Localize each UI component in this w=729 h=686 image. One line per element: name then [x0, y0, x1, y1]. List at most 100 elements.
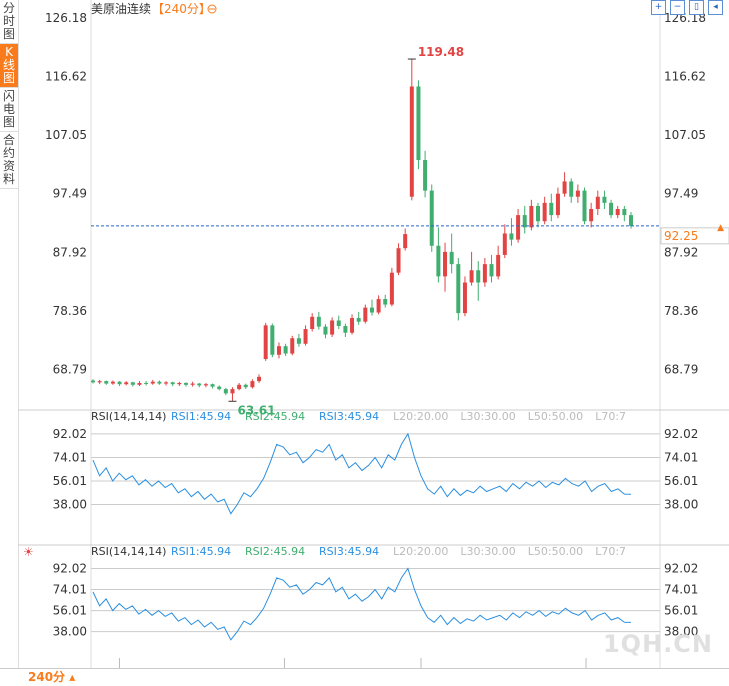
current-price-arrow-icon: ▲: [717, 223, 724, 233]
period-label: 240分: [28, 670, 66, 684]
watermark: 1QH.CN: [602, 630, 713, 658]
rsi-legend-item: RSI2:45.94: [245, 410, 305, 423]
y-tick-right: 78.36: [664, 304, 698, 318]
candle-body: [110, 381, 115, 384]
rsi-y-tick-right: 38.00: [664, 625, 698, 639]
candle-body: [336, 320, 341, 326]
candle-body: [589, 208, 594, 222]
zoom-in-icon[interactable]: +: [651, 0, 666, 15]
rsi-legend-item: L30:30.00: [460, 545, 515, 558]
candle-body: [409, 86, 414, 197]
candle-body: [150, 381, 155, 384]
rsi-y-tick-left: 56.01: [53, 604, 87, 618]
candle-body: [170, 382, 175, 385]
tab-flash[interactable]: 闪电图: [0, 88, 18, 132]
rsi-legend-item: L30:30.00: [460, 410, 515, 423]
rsi-legend-item: RSI3:45.94: [319, 410, 379, 423]
candle-body: [482, 264, 487, 283]
tab-contract-info[interactable]: 合约资料: [0, 132, 18, 189]
rsi-y-tick-right: 56.01: [664, 604, 698, 618]
rsi-series-line: [92, 432, 632, 515]
candle-body: [536, 205, 541, 222]
candle-body: [502, 233, 507, 255]
candle-body: [609, 202, 614, 216]
candle-body: [237, 384, 242, 390]
candle-body: [529, 205, 534, 228]
candle-body: [363, 307, 368, 322]
candle-body: [629, 215, 633, 226]
candle-body: [456, 264, 461, 314]
candle-body: [137, 382, 142, 385]
candle-body: [469, 270, 474, 283]
candle-body: [595, 196, 600, 209]
candle-body: [270, 325, 275, 355]
candle-body: [257, 376, 262, 382]
rsi-legend-item: RSI1:45.94: [171, 545, 231, 558]
candle-body: [356, 318, 361, 322]
candle-body: [250, 381, 255, 388]
candle-body: [582, 190, 587, 222]
y-tick-right: 97.49: [664, 187, 698, 201]
candle-body: [130, 382, 135, 385]
candle-body: [210, 384, 215, 387]
candle-body: [124, 382, 129, 385]
candle-body: [569, 181, 574, 197]
candle-body: [164, 382, 169, 384]
candle-body: [462, 282, 467, 314]
rsi-y-tick-left: 92.02: [53, 427, 87, 441]
rsi-y-tick-left: 92.02: [53, 561, 87, 575]
candle-body: [290, 338, 295, 354]
candle-body: [549, 202, 554, 216]
candle-body: [429, 190, 434, 246]
chart-title: 美原油连续: [91, 1, 151, 16]
current-price-box: [660, 227, 729, 245]
chart-type-icon[interactable]: ▯: [689, 0, 704, 15]
rsi-y-tick-left: 38.00: [53, 625, 87, 639]
candle-body: [449, 251, 454, 265]
y-tick-left: 107.05: [45, 128, 87, 142]
rsi-y-tick-right: 92.02: [664, 561, 698, 575]
candle-body: [615, 208, 620, 216]
candle-body: [117, 381, 122, 385]
candle-body: [350, 318, 355, 333]
zoom-out-icon[interactable]: −: [670, 0, 685, 15]
candle-body: [516, 215, 521, 240]
low-label: 63.61: [237, 403, 275, 417]
candle-body: [602, 196, 607, 203]
rsi-title: RSI(14,14,14): [91, 545, 166, 558]
candle-body: [383, 299, 388, 305]
candle-body: [416, 86, 421, 160]
indicator-settings-icon: ☀: [23, 545, 34, 559]
rsi-legend-item: L20:20.00: [393, 545, 448, 558]
period-selector[interactable]: 240分 ▴: [28, 670, 76, 684]
tab-kline[interactable]: K线图: [0, 44, 18, 88]
high-label: 119.48: [418, 45, 464, 59]
candle-body: [283, 346, 288, 354]
rsi-series-line: [92, 567, 632, 641]
candle-body: [91, 380, 95, 383]
candle-body: [303, 329, 308, 344]
candle-body: [343, 325, 348, 333]
current-price-label: 92.25: [664, 229, 698, 243]
y-tick-left: 68.79: [53, 363, 87, 377]
candle-body: [443, 251, 448, 277]
candle-body: [223, 389, 228, 394]
rsi-y-tick-left: 56.01: [53, 474, 87, 488]
y-tick-right: 68.79: [664, 363, 698, 377]
candle-body: [489, 264, 494, 277]
rsi-y-tick-right: 38.00: [664, 498, 698, 512]
candle-body: [389, 272, 394, 305]
rsi-legend-item: L70:7: [595, 545, 626, 558]
rsi-y-tick-right: 56.01: [664, 474, 698, 488]
candle-body: [496, 254, 501, 277]
chart-period-tag: 【240分】: [152, 2, 211, 16]
rsi-legend-item: L50:50.00: [528, 545, 583, 558]
candle-body: [575, 190, 580, 197]
collapse-icon: [207, 4, 217, 14]
candle-body: [396, 248, 401, 273]
tab-intraday[interactable]: 分时图: [0, 0, 18, 44]
y-tick-left: 116.62: [45, 70, 87, 84]
settings-icon[interactable]: ◂: [708, 0, 723, 15]
candle-body: [190, 383, 195, 385]
rsi-y-tick-right: 92.02: [664, 427, 698, 441]
